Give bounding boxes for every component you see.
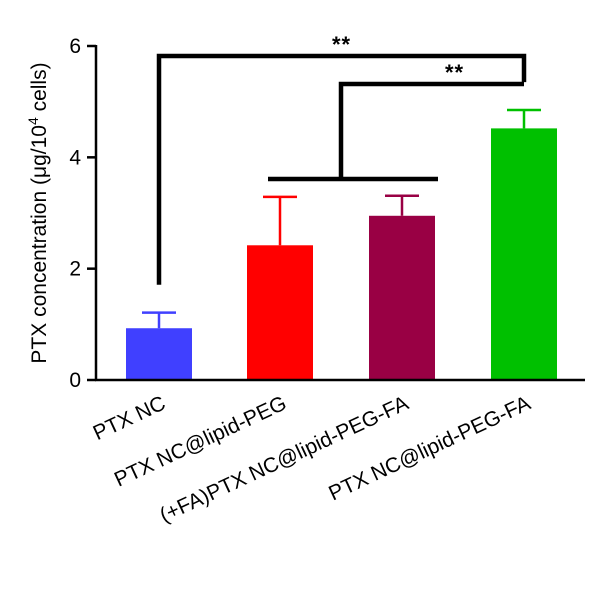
bars: [126, 128, 557, 380]
y-tick-label-0: 0: [69, 369, 81, 392]
y-ticks: 0 2 4 6: [69, 35, 96, 392]
bar-2: [369, 215, 435, 380]
significance-bracket-1: [156, 53, 527, 285]
significance-label-2: **: [445, 60, 464, 85]
significance-bracket-2: [338, 81, 524, 179]
bar-1: [247, 245, 313, 380]
y-axis-title-prefix: PTX concentration (μg/10: [28, 125, 51, 364]
significance-brackets: ** **: [156, 32, 527, 285]
y-axis-title-superscript: 4: [25, 117, 41, 125]
bar-0: [126, 328, 192, 380]
y-tick-label-1: 2: [69, 258, 81, 281]
y-axis-title: PTX concentration (μg/104 cells): [25, 62, 51, 363]
y-tick-label-2: 4: [69, 146, 81, 169]
significance-label-1: **: [332, 32, 351, 57]
category-label-3: PTX NC@lipid-PEG-FA: [325, 392, 534, 506]
axes: [94, 45, 585, 382]
error-bars: [142, 108, 541, 329]
y-tick-label-3: 6: [69, 35, 81, 58]
bar-3: [491, 128, 557, 380]
category-label-0: PTX NC: [90, 392, 170, 445]
y-axis-title-suffix: cells): [28, 62, 51, 117]
